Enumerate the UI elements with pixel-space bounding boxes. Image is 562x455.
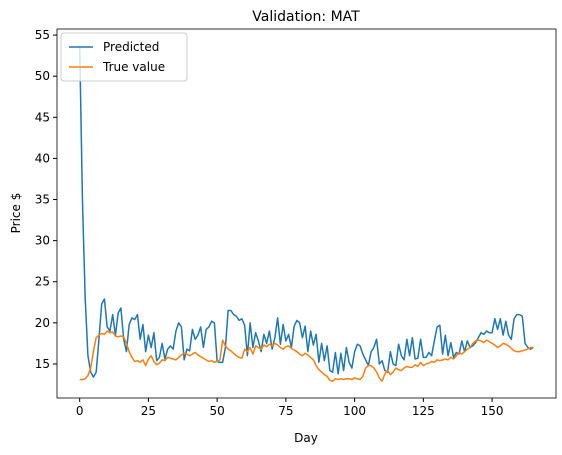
legend-label: Predicted [103, 40, 159, 54]
line-series [79, 330, 534, 382]
y-tick-label: 45 [35, 110, 50, 124]
y-tick-label: 40 [35, 151, 50, 165]
x-tick-label: 125 [412, 404, 435, 418]
x-tick-label: 25 [141, 404, 156, 418]
x-tick-label: 75 [278, 404, 293, 418]
line-series [78, 45, 534, 378]
y-tick-label: 25 [35, 275, 50, 289]
plot-frame [56, 28, 557, 399]
chart-title: Validation: MAT [252, 9, 360, 25]
x-tick-label: 100 [343, 404, 366, 418]
y-tick-label: 15 [35, 357, 50, 371]
y-tick-label: 50 [35, 69, 50, 83]
x-axis-label: Day [294, 431, 318, 445]
y-axis-label: Price $ [9, 193, 23, 234]
x-tick-label: 50 [210, 404, 225, 418]
legend-box [60, 32, 188, 82]
x-tick-label: 150 [481, 404, 504, 418]
y-tick-label: 20 [35, 316, 50, 330]
legend-label: True value [102, 60, 165, 74]
x-tick-label: 0 [76, 404, 84, 418]
y-tick-label: 30 [35, 234, 50, 248]
y-tick-label: 35 [35, 193, 50, 207]
y-tick-label: 55 [35, 28, 50, 42]
